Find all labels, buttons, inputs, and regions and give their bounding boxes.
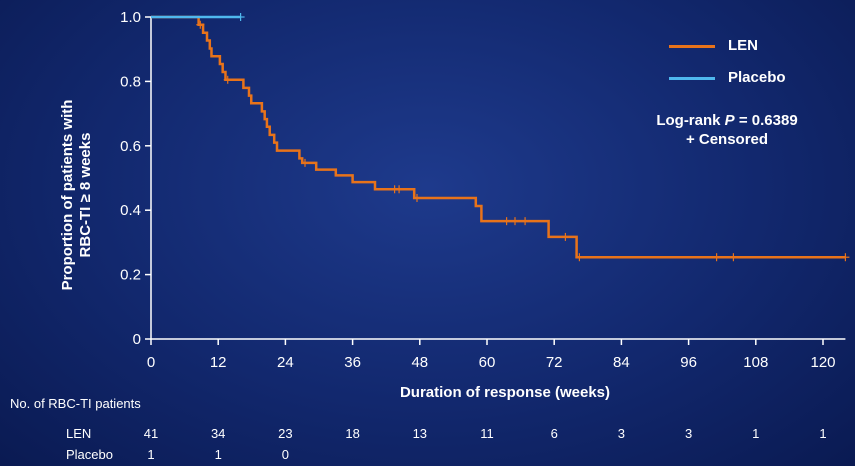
numbers-at-risk-len-cell: 1 <box>819 426 827 441</box>
numbers-at-risk-placebo-cell: 1 <box>147 447 155 462</box>
numbers-at-risk-len-cell: 3 <box>617 426 625 441</box>
numbers-at-risk-len-cell: 3 <box>684 426 693 441</box>
x-tick-label: 72 <box>546 354 563 371</box>
legend-len-label: LEN <box>728 37 758 54</box>
numbers-at-risk-len-cell: 13 <box>412 426 428 441</box>
numbers-at-risk-len-cell: 41 <box>143 426 159 441</box>
y-tick-label: 0.4 <box>120 202 141 219</box>
legend-placebo-line <box>669 77 715 80</box>
y-tick-label: 0 <box>133 331 141 348</box>
x-tick-label: 120 <box>810 354 835 371</box>
numbers-at-risk-len-cell: 18 <box>345 426 360 441</box>
y-tick-label: 1.0 <box>120 9 141 26</box>
y-tick-label: 0.2 <box>120 267 141 284</box>
x-tick-label: 36 <box>344 354 361 371</box>
numbers-at-risk-title: No. of RBC-TI patients <box>10 396 141 411</box>
numbers-at-risk-len-cell: 23 <box>278 426 293 441</box>
numbers-at-risk-len-cell: 6 <box>550 426 558 441</box>
numbers-at-risk-len-label: LEN <box>66 426 92 441</box>
numbers-at-risk-placebo-cell: 1 <box>214 447 222 462</box>
x-tick-label: 96 <box>680 354 697 371</box>
x-tick-label: 84 <box>613 354 630 371</box>
x-tick-label: 108 <box>743 354 768 371</box>
numbers-at-risk-len-cell: 34 <box>210 426 226 441</box>
legend-placebo-label: Placebo <box>728 69 786 86</box>
y-axis-label: Proportion of patients with RBC-TI ≥ 8 w… <box>42 70 112 320</box>
y-axis-label-line-1: Proportion of patients with <box>59 99 76 291</box>
x-tick-label: 48 <box>411 354 428 371</box>
y-tick-label: 0.6 <box>120 138 141 155</box>
series-len-line <box>151 15 846 259</box>
x-tick-label: 60 <box>479 354 496 371</box>
y-axis-label-line-2: RBC-TI ≥ 8 weeks <box>77 132 94 258</box>
numbers-at-risk-len-cell: 1 <box>752 426 760 441</box>
x-tick-label: 24 <box>277 354 294 371</box>
numbers-at-risk-len-cell: 11 <box>480 426 494 441</box>
x-axis-label: Duration of response (weeks) <box>399 384 611 401</box>
censored-note: + Censored <box>685 131 769 148</box>
numbers-at-risk-placebo-cell: 0 <box>281 447 289 462</box>
y-tick-label: 0.8 <box>120 73 141 90</box>
logrank-text: Log-rank P = 0.6389 <box>656 112 798 129</box>
x-tick-label: 0 <box>147 354 155 371</box>
stats-annotation: Log-rank P = 0.6389 + Censored <box>612 111 842 149</box>
legend-len-line <box>669 45 715 48</box>
numbers-at-risk-placebo-label: Placebo <box>66 447 113 462</box>
x-tick-label: 12 <box>210 354 227 371</box>
